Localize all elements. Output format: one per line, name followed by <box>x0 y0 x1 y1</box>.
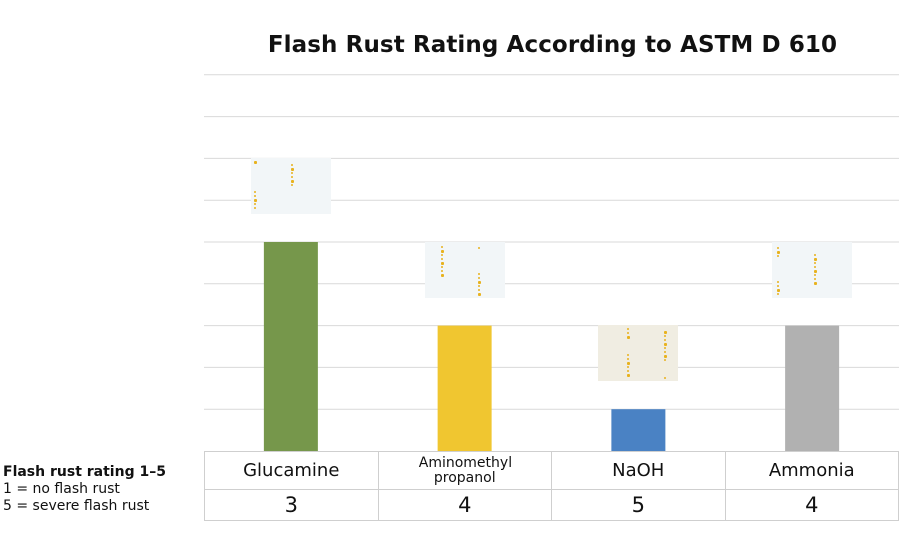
chart-title: Flash Rust Rating According to ASTM D 61… <box>267 32 838 58</box>
rust-speck <box>290 176 293 178</box>
sample-swatch-aminomethyl-propanol <box>424 241 505 298</box>
rust-speck <box>440 265 443 268</box>
rust-speck <box>814 261 817 264</box>
rust-speck <box>440 273 444 277</box>
rust-speck <box>440 269 443 272</box>
rust-speck <box>253 195 256 197</box>
rust-speck <box>814 257 818 261</box>
rust-speck <box>253 199 257 202</box>
rust-speck <box>290 164 293 166</box>
bar-naoh <box>611 409 666 451</box>
rating-value-ammonia: 4 <box>724 489 899 521</box>
rust-speck <box>627 332 630 335</box>
rust-speck <box>477 280 481 284</box>
rust-speck <box>777 280 780 283</box>
rust-speck <box>440 249 444 253</box>
rust-speck <box>440 257 443 260</box>
rust-speck <box>253 191 256 193</box>
rust-speck <box>664 355 668 359</box>
rust-speck <box>290 180 294 183</box>
rust-speck <box>814 273 817 276</box>
rating-table: Glucamine Aminomethyl propanol NaOH Ammo… <box>204 451 899 521</box>
rust-speck <box>440 261 444 265</box>
rust-speck <box>627 366 630 369</box>
bar-ammonia <box>785 325 840 451</box>
category-label-ammonia: Ammonia <box>724 451 899 490</box>
category-label-naoh: NaOH <box>551 451 726 490</box>
rust-speck <box>477 246 480 249</box>
rust-speck <box>440 245 443 248</box>
category-label-aminomethyl-propanol: Aminomethyl propanol <box>377 451 552 490</box>
rust-speck <box>777 250 781 254</box>
rust-speck <box>440 253 443 256</box>
rust-speck <box>777 284 780 287</box>
rust-speck <box>664 359 667 362</box>
rating-legend-line-2: 5 = severe flash rust <box>3 498 150 514</box>
rust-speck <box>627 362 631 366</box>
sample-swatch-glucamine <box>250 158 331 214</box>
rust-speck <box>777 292 780 295</box>
rust-speck <box>477 272 480 275</box>
rust-speck <box>290 168 294 171</box>
rust-speck <box>627 336 631 340</box>
category-label-glucamine: Glucamine <box>204 451 379 490</box>
rating-row: 3 4 5 4 <box>204 489 899 521</box>
rust-speck <box>627 354 630 357</box>
rust-speck <box>814 253 817 256</box>
rating-legend-note: Flash rust rating 1–5 1 = no flash rust … <box>3 464 166 515</box>
rust-speck <box>664 331 668 335</box>
rust-speck <box>477 292 481 296</box>
rust-speck <box>627 328 630 331</box>
sample-swatch-naoh <box>598 325 679 382</box>
rust-speck <box>664 347 667 350</box>
rust-speck <box>814 269 818 273</box>
rust-speck <box>814 265 817 268</box>
rust-speck <box>477 288 480 291</box>
rust-speck <box>477 284 480 287</box>
rust-speck <box>477 276 480 279</box>
rust-speck <box>664 343 668 347</box>
rust-speck <box>627 370 630 373</box>
rust-speck <box>814 277 817 280</box>
category-label-aminomethyl-propanol-text: Aminomethyl propanol <box>418 454 513 486</box>
rust-speck <box>777 246 780 249</box>
rating-legend-line-1: 1 = no flash rust <box>3 481 120 497</box>
rust-speck <box>253 207 256 209</box>
rating-value-glucamine: 3 <box>204 489 379 521</box>
rust-speck <box>290 172 293 174</box>
rust-speck <box>664 351 667 354</box>
rating-legend-title: Flash rust rating 1–5 <box>3 464 166 480</box>
rust-speck <box>777 288 781 292</box>
rust-speck <box>627 374 631 378</box>
rust-speck <box>777 254 780 257</box>
category-row: Glucamine Aminomethyl propanol NaOH Ammo… <box>204 451 899 490</box>
rating-value-aminomethyl-propanol: 4 <box>377 489 552 521</box>
bar-glucamine <box>263 242 318 451</box>
sample-swatch-ammonia <box>772 241 853 298</box>
rust-speck <box>664 377 667 380</box>
rust-speck <box>664 335 667 338</box>
rust-speck <box>814 281 818 285</box>
rust-speck <box>253 161 257 164</box>
rust-speck <box>664 339 667 342</box>
rust-speck <box>627 358 630 361</box>
bar-aminomethyl-propanol <box>437 325 492 451</box>
rust-speck <box>290 184 293 186</box>
rating-value-naoh: 5 <box>551 489 726 521</box>
rust-speck <box>253 203 256 205</box>
